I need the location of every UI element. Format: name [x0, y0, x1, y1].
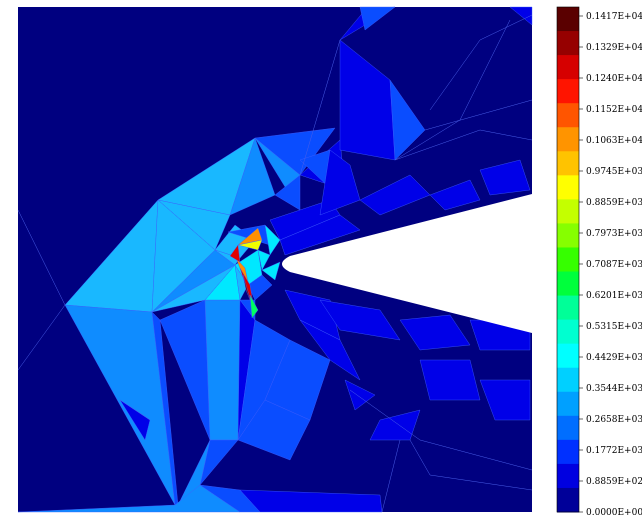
colorbar-tick-label: 0.4429E+03 [586, 353, 642, 363]
colorbar-frame [556, 6, 580, 513]
contour-cell [419, 359, 481, 401]
colorbar-band [557, 415, 579, 441]
colorbar-band [557, 175, 579, 200]
contour-cell [239, 489, 383, 513]
mesh-line [429, 39, 481, 111]
colorbar-tick-label: 0.1240E+04 [586, 74, 642, 84]
contour-cell [264, 224, 281, 256]
mesh-line [424, 99, 533, 131]
colorbar-tick-label: 0.3544E+03 [586, 384, 642, 394]
colorbar-band [557, 463, 579, 489]
mesh-line [479, 129, 533, 141]
mesh-line [459, 19, 511, 121]
colorbar-band [557, 7, 579, 32]
colorbar-tick-label: 0.1417E+04 [586, 12, 642, 22]
colorbar-tick-label: 0.6201E+03 [586, 291, 642, 301]
colorbar-tick-label: 0.1063E+04 [586, 136, 642, 146]
contour-cell [389, 79, 426, 161]
colorbar-band [557, 319, 579, 345]
contour-cell [299, 319, 361, 381]
contour-field [17, 6, 533, 513]
colorbar-band [557, 247, 579, 273]
colorbar-tick-label: 0.9745E+03 [586, 167, 642, 177]
mesh-line [349, 389, 421, 441]
contour-cell [229, 137, 276, 216]
colorbar-band [557, 79, 579, 104]
contour-cell [279, 214, 361, 256]
mesh-line [381, 439, 401, 513]
colorbar-band [557, 223, 579, 248]
colorbar-tick-labels: 0.1417E+04 0.1329E+04 0.1240E+04 0.1152E+04… [579, 12, 642, 518]
colorbar-tick-label: 0.8859E+02 [586, 477, 642, 487]
colorbar-band [557, 151, 579, 176]
mesh-line [394, 119, 461, 161]
contour-cell [274, 174, 301, 211]
contour-cell [344, 379, 376, 411]
mesh-line [479, 14, 533, 41]
colorbar-tick-label: 0.2658E+03 [586, 415, 642, 425]
colorbar-band [557, 199, 579, 224]
colorbar-tick-label: 0.8859E+03 [586, 198, 642, 208]
contour-cell [479, 159, 531, 196]
contour-cell [257, 249, 271, 271]
mesh-line [17, 209, 66, 306]
contour-cell [247, 274, 273, 301]
colorbar-band [557, 487, 579, 513]
mesh-line [419, 439, 533, 471]
colorbar-tick-label: 0.1772E+03 [586, 446, 642, 456]
colorbar-band [557, 367, 579, 393]
crack-notch [282, 194, 532, 333]
contour-cell [242, 274, 253, 306]
contour-cell [204, 299, 241, 441]
colorbar-band [557, 271, 579, 297]
colorbar-band [557, 127, 579, 152]
contour-cell [249, 294, 259, 319]
mesh-line [394, 129, 481, 161]
contour-cell [234, 264, 249, 301]
contour-cell [261, 261, 281, 281]
colorbar-band [557, 295, 579, 321]
contour-cell [399, 314, 471, 351]
contour-cell [509, 6, 533, 26]
mesh-line [299, 39, 341, 176]
mesh-line [409, 439, 431, 476]
colorbar-tick-label: 0.7973E+03 [586, 229, 642, 239]
mesh-line [119, 399, 151, 421]
colorbar [556, 6, 580, 513]
contour-cell [479, 379, 531, 421]
colorbar-tick-label: 0.0000E+00 [586, 508, 642, 518]
contour-cell [359, 6, 396, 31]
contour-cell [429, 179, 481, 211]
mesh-line [429, 474, 533, 491]
colorbar-band [557, 103, 579, 128]
mesh-line [17, 304, 66, 371]
contour-cell [229, 244, 241, 263]
colorbar-tick-label: 0.5315E+03 [586, 322, 642, 332]
colorbar-band [557, 343, 579, 369]
colorbar-tick-label: 0.1152E+04 [586, 105, 642, 115]
colorbar-band [557, 31, 579, 56]
colorbar-band [557, 439, 579, 465]
colorbar-tick-label: 0.1329E+04 [586, 43, 642, 53]
contour-cell [237, 239, 263, 251]
colorbar-band [557, 55, 579, 80]
contour-cell [319, 299, 401, 341]
contour-cell [264, 339, 331, 421]
colorbar-tick-label: 0.7087E+03 [586, 260, 642, 270]
colorbar-band [557, 391, 579, 417]
